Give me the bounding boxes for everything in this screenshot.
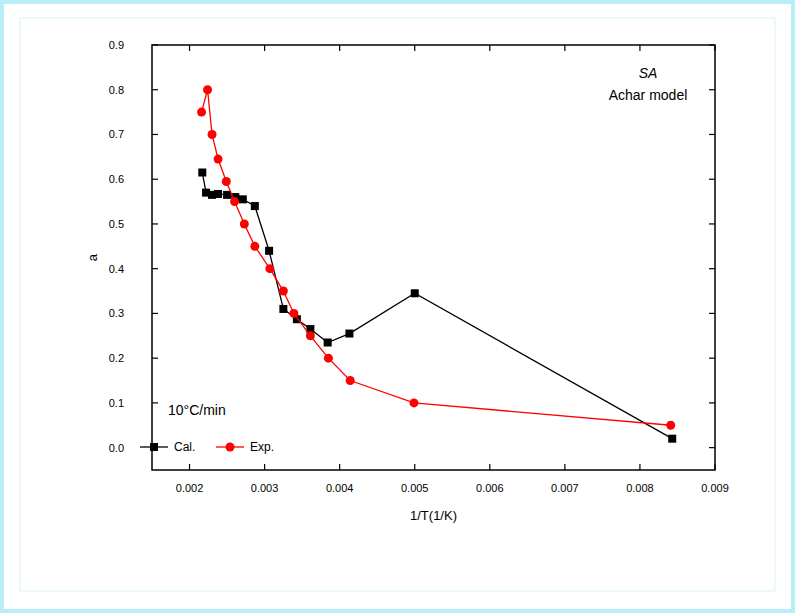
y-tick-label: 0.0 [109,442,124,454]
x-tick [639,45,640,51]
y-tick [709,89,715,90]
y-tick-label: 0.7 [109,128,124,140]
y-tick [152,89,158,90]
point [197,108,206,117]
point [668,435,676,443]
series-line [202,90,671,426]
x-tick [564,45,565,51]
annotation: 10°C/min [168,402,226,418]
legend-marker [226,443,235,452]
y-tick-label: 0.2 [109,352,124,364]
y-tick [152,134,158,135]
x-tick-label: 0.009 [701,482,729,494]
point [345,330,353,338]
x-tick [339,464,340,470]
x-tick [489,464,490,470]
y-tick [709,447,715,448]
point [346,376,355,385]
point [223,191,231,199]
annotation: Achar model [609,87,688,103]
point [279,287,288,296]
y-tick [152,179,158,180]
point [666,421,675,430]
point [230,197,239,206]
x-tick [564,464,565,470]
point [203,85,212,94]
y-tick-label: 0.1 [109,397,124,409]
point [250,242,259,251]
annotation: SA [639,65,658,81]
x-tick [189,464,190,470]
y-tick [709,268,715,269]
point [289,309,298,318]
y-tick-label: 0.9 [109,39,124,51]
y-tick [152,402,158,403]
x-tick-label: 0.006 [476,482,504,494]
point [324,354,333,363]
plot-frame [152,45,715,470]
y-tick [152,44,158,45]
y-tick-label: 0.8 [109,84,124,96]
y-tick-label: 0.3 [109,307,124,319]
y-tick [152,313,158,314]
point [208,130,217,139]
x-tick [639,464,640,470]
x-tick [714,464,715,470]
x-tick [489,45,490,51]
y-tick-label: 0.6 [109,173,124,185]
x-tick-label: 0.002 [176,482,204,494]
point [239,195,247,203]
point [411,289,419,297]
y-tick-label: 0.4 [109,263,124,275]
legend-label: Exp. [250,440,274,454]
y-tick [709,134,715,135]
x-tick [264,464,265,470]
y-tick [709,223,715,224]
x-tick [414,464,415,470]
x-tick-label: 0.008 [626,482,654,494]
inner-frame [20,18,775,591]
legend-label: Cal. [174,440,195,454]
y-tick-label: 0.5 [109,218,124,230]
y-tick [152,223,158,224]
x-axis-label: 1/T(1/K) [410,508,457,523]
background [0,0,795,613]
x-tick [189,45,190,51]
x-tick [714,45,715,51]
y-tick [709,179,715,180]
point [265,264,274,273]
y-tick [709,402,715,403]
point [214,155,223,164]
y-tick [709,44,715,45]
point [222,177,231,186]
point [279,305,287,313]
point [324,339,332,347]
point [306,331,315,340]
legend-marker [150,443,158,451]
x-tick-label: 0.003 [251,482,279,494]
chart: 0.002 0.003 0.004 0.005 0.006 0.007 0.008 0.009… [0,0,795,613]
y-axis-label: a [85,253,100,261]
x-tick [339,45,340,51]
point [240,219,249,228]
x-tick-label: 0.005 [401,482,429,494]
outer-frame [2,2,793,611]
point [265,247,273,255]
y-tick [152,358,158,359]
point [409,398,418,407]
point [251,202,259,210]
plot-area [197,85,676,442]
y-tick [709,358,715,359]
y-tick [709,313,715,314]
x-tick [264,45,265,51]
series-line [202,173,672,439]
x-tick [414,45,415,51]
y-tick [152,268,158,269]
x-tick-label: 0.007 [551,482,579,494]
point [214,190,222,198]
x-tick-label: 0.004 [326,482,354,494]
point [198,169,206,177]
